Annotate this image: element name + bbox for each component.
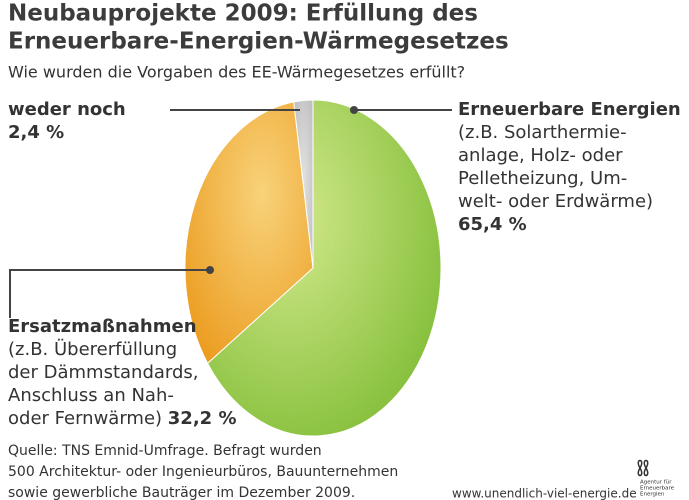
description: anlage, Holz- oder	[458, 145, 623, 166]
source: 500 Architektur- oder Ingenieurbüros, Ba…	[8, 464, 398, 480]
description-line: der Dämmstandards,	[8, 362, 199, 383]
description-line: (z.B. Übererfüllung	[8, 338, 177, 360]
category-label: Erneuerbare Energien	[458, 99, 681, 120]
description-line: anlage, Holz- oder	[458, 145, 623, 166]
source: Quelle: TNS Emnid-Umfrage. Befragt wurde…	[8, 443, 322, 459]
description: (z.B. Übererfüllung	[8, 338, 177, 360]
texts: Neubauprojekte 2009: Erfüllung desErneue…	[8, 1, 681, 500]
title: Erneuerbare-Energien-Wärmegesetzes	[8, 29, 509, 55]
value-label: 32,2 %	[168, 408, 237, 429]
description-line: Anschluss an Nah-	[8, 385, 174, 406]
website: www.unendlich-viel-energie.de	[452, 487, 637, 500]
description: oder Fernwärme) 32,2 %	[8, 408, 237, 429]
description: welt- oder Erdwärme)	[458, 191, 653, 212]
category-label: Ersatzmaßnahmen	[8, 316, 197, 337]
category-label: weder noch	[8, 99, 126, 120]
pie-slice	[206, 99, 442, 437]
description-line: Pelletheizung, Um-	[458, 168, 627, 189]
description-line: welt- oder Erdwärme)	[458, 191, 653, 212]
description: der Dämmstandards,	[8, 362, 199, 383]
value-label: 2,4 %	[8, 122, 64, 143]
description-line: oder Fernwärme)	[8, 408, 162, 429]
subtitle: Wie wurden die Vorgaben des EE-Wärmegese…	[8, 63, 465, 82]
description-line: (z.B. Solarthermie-	[458, 122, 627, 143]
logo-text: Erneuerbare	[640, 486, 675, 492]
pie-slice	[293, 99, 314, 269]
pie-slice	[184, 101, 314, 365]
logo-icon	[637, 459, 649, 477]
source: sowie gewerbliche Bauträger im Dezember …	[8, 485, 355, 500]
pie	[184, 99, 442, 437]
description: Pelletheizung, Um-	[458, 168, 627, 189]
title: Neubauprojekte 2009: Erfüllung des	[8, 1, 478, 27]
logo-text: Energien	[640, 492, 665, 498]
logo-text: Agentur für	[640, 480, 672, 486]
leader-lines	[9, 106, 452, 318]
description: Anschluss an Nah-	[8, 385, 174, 406]
value-label: 65,4 %	[458, 214, 527, 235]
description: (z.B. Solarthermie-	[458, 122, 627, 143]
